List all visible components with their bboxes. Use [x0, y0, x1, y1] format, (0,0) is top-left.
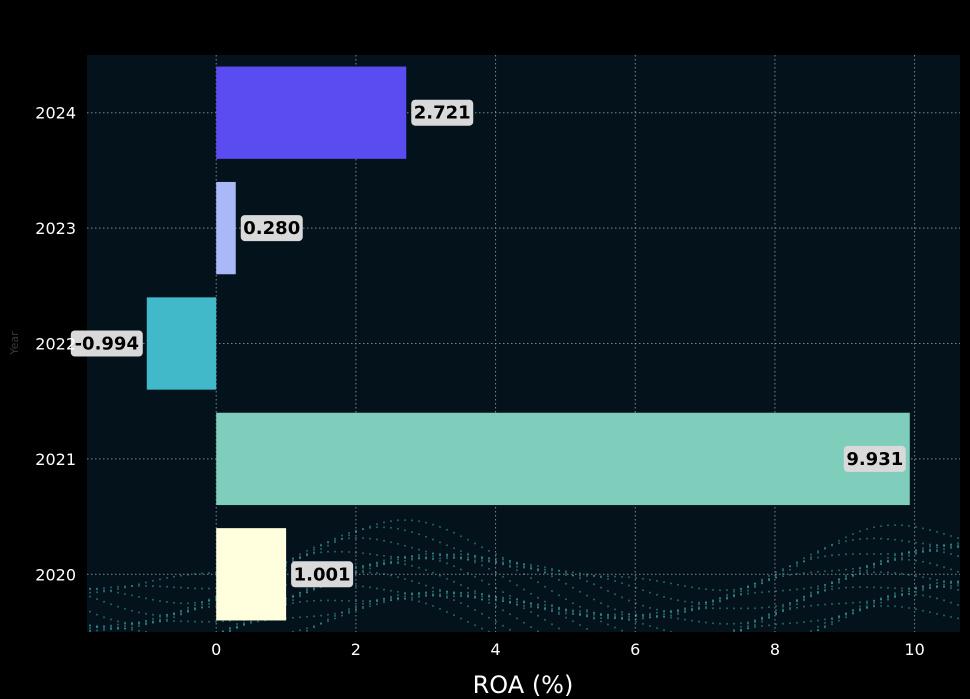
bars: [146, 66, 910, 621]
y-tick-label: 2020: [35, 565, 76, 584]
data-label-box: [411, 99, 474, 126]
bar: [146, 297, 217, 390]
x-tick-label: 6: [630, 640, 640, 659]
data-label: 1.001: [291, 561, 354, 588]
bar: [216, 528, 287, 621]
y-tick-labels: 2024 2023 2022 2021 2020: [35, 104, 76, 585]
data-label-box: [291, 561, 354, 588]
x-tick-label: 10: [904, 640, 924, 659]
x-tick-label: 8: [770, 640, 780, 659]
bar: [216, 412, 910, 506]
y-axis-title: Year: [8, 331, 21, 356]
bar: [216, 181, 236, 275]
data-label-box: [843, 445, 906, 472]
data-label-value: -0.994: [75, 334, 139, 355]
bar: [216, 66, 407, 159]
x-tick-label: 0: [211, 640, 221, 659]
data-label: -0.994: [70, 330, 143, 357]
y-tick-label: 2023: [35, 219, 76, 238]
y-tick-label: 2024: [35, 104, 76, 123]
data-label-value: 2.721: [414, 103, 471, 124]
data-label-value: 1.001: [294, 564, 351, 585]
x-tick-label: 4: [490, 640, 500, 659]
data-label: 9.931: [843, 445, 906, 472]
data-label: 0.280: [240, 215, 303, 242]
y-tick-label: 2021: [35, 450, 76, 469]
data-label-value: 0.280: [243, 218, 300, 239]
x-tick-labels: 0 2 4 6 8 10: [211, 640, 925, 659]
data-label-value: 9.931: [846, 449, 903, 470]
x-tick-label: 2: [351, 640, 361, 659]
y-tick-label: 2022: [35, 335, 76, 354]
data-label-box: [240, 215, 303, 242]
data-labels: 2.721 0.280 -0.994 9.931 1.001: [70, 99, 906, 588]
data-label-box: [70, 330, 143, 357]
x-axis-title: ROA (%): [473, 671, 574, 699]
data-label: 2.721: [411, 99, 474, 126]
